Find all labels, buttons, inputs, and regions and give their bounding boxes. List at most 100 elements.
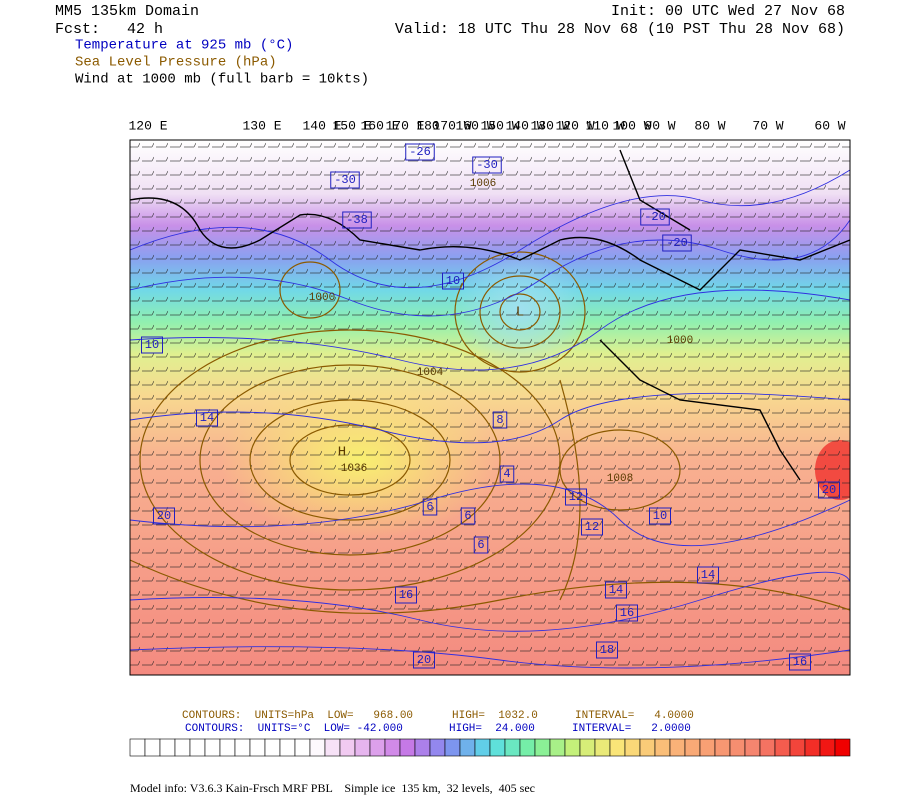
pressure-label: 1006 <box>470 178 496 190</box>
temp-high: HIGH= 24.000 <box>449 723 535 735</box>
longitude-label: 70 W <box>752 118 783 133</box>
longitude-label: 150 E <box>332 118 371 133</box>
color-cell <box>249 738 266 757</box>
color-cell <box>189 738 206 757</box>
color-cell <box>804 738 821 757</box>
field-slp: Sea Level Pressure (hPa) <box>75 55 277 71</box>
temperature-label-box <box>581 518 603 536</box>
pressure-label: 1000 <box>309 292 335 304</box>
temperature-label: 4 <box>503 467 510 481</box>
color-cell <box>789 738 806 757</box>
color-cell <box>309 738 326 757</box>
model-info: Model info: V3.6.3 Kain-Frsch MRF PBL Si… <box>130 781 535 795</box>
color-cell <box>834 738 851 757</box>
color-cell <box>399 738 416 757</box>
temperature-label-box <box>499 465 515 483</box>
valid: Valid: 18 UTC Thu 28 Nov 68 (10 PST Thu … <box>395 21 845 38</box>
temperature-label: 6 <box>477 538 484 552</box>
longitude-label: 160 E <box>360 118 399 133</box>
temperature-label: 16 <box>793 655 807 669</box>
color-cell <box>414 738 431 757</box>
temperature-label: 8 <box>496 413 503 427</box>
temperature-label-box <box>649 507 671 525</box>
map-frame <box>129 139 851 676</box>
temperature-label: 20 <box>417 653 431 667</box>
temperature-label-box <box>141 336 163 354</box>
pressure-label: 1008 <box>607 473 633 485</box>
longitude-label: 170 E <box>385 118 424 133</box>
temperature-label: 20 <box>822 483 836 497</box>
color-cell <box>294 738 311 757</box>
color-cell <box>204 738 221 757</box>
color-cell <box>504 738 521 757</box>
temperature-label: -20 <box>666 236 688 250</box>
pressure-label: 1036 <box>341 463 367 475</box>
map: -26 -30 -30 -38 -20-20 10 10 14 20 16 20 8 4 6 6 6 12 12 1… <box>130 140 850 675</box>
color-cell <box>174 738 191 757</box>
color-cell <box>699 738 716 757</box>
temperature-label: 6 <box>464 509 471 523</box>
longitude-label: 160 W <box>455 118 494 133</box>
temperature-label: 10 <box>446 274 460 288</box>
temp-interval: INTERVAL= 2.0000 <box>572 723 691 735</box>
color-cell <box>819 738 836 757</box>
temperature-label-box <box>789 653 811 671</box>
longitude-label: 60 W <box>814 118 845 133</box>
pressure-center: L <box>516 305 524 321</box>
temperature-label-box <box>196 409 218 427</box>
temperature-label: 14 <box>200 411 214 425</box>
color-cell <box>444 738 461 757</box>
longitude-label: 140 W <box>505 118 544 133</box>
temperature-label-box <box>342 211 372 229</box>
color-cell <box>609 738 626 757</box>
color-cell <box>489 738 506 757</box>
pressure-label: 1004 <box>417 367 444 379</box>
color-cell <box>684 738 701 757</box>
longitude-label: 80 W <box>694 118 725 133</box>
longitude-label: 90 W <box>644 118 675 133</box>
color-cell <box>144 738 161 757</box>
longitude-label: 170 W <box>432 118 471 133</box>
longitude-label: 100 W <box>612 118 651 133</box>
temp-contours: CONTOURS: UNITS=°C LOW= -42.000 <box>185 723 403 735</box>
color-cell <box>624 738 641 757</box>
temperature-label-box <box>330 171 360 189</box>
temperature-label-box <box>153 507 175 525</box>
color-cell <box>369 738 386 757</box>
color-cell <box>324 738 341 757</box>
pressure-label: 1000 <box>667 335 693 347</box>
temperature-label: -20 <box>644 210 666 224</box>
color-cell <box>129 738 146 757</box>
color-cell <box>579 738 596 757</box>
temperature-label-box <box>422 498 438 516</box>
temperature-label-box <box>616 604 638 622</box>
color-cell <box>339 738 356 757</box>
slp-contours: CONTOURS: UNITS=hPa LOW= 968.00 <box>182 710 413 722</box>
temperature-label-box <box>492 411 508 429</box>
color-cell <box>459 738 476 757</box>
temperature-label-box <box>460 507 476 525</box>
temperature-label: 6 <box>426 500 433 514</box>
color-cell <box>639 738 656 757</box>
color-cell <box>234 738 251 757</box>
temperature-label-box <box>472 156 502 174</box>
temperature-label-box <box>697 566 719 584</box>
temperature-label: 14 <box>609 583 623 597</box>
color-cell <box>159 738 176 757</box>
temperature-label: -38 <box>346 213 368 227</box>
temperature-label: 12 <box>569 490 583 504</box>
slp-high: HIGH= 1032.0 <box>452 710 538 722</box>
longitude-label: 120 W <box>555 118 594 133</box>
temperature-label: 10 <box>653 509 667 523</box>
temperature-label-box <box>395 586 417 604</box>
domain: MM5 135km Domain <box>55 3 199 20</box>
longitude-label: 130 E <box>242 118 281 133</box>
temperature-label-box <box>640 208 670 226</box>
color-cell <box>549 738 566 757</box>
temperature-label: 14 <box>701 568 715 582</box>
color-cell <box>474 738 491 757</box>
longitude-label: 150 W <box>480 118 519 133</box>
temperature-label: 18 <box>600 643 614 657</box>
color-bar <box>129 738 851 757</box>
